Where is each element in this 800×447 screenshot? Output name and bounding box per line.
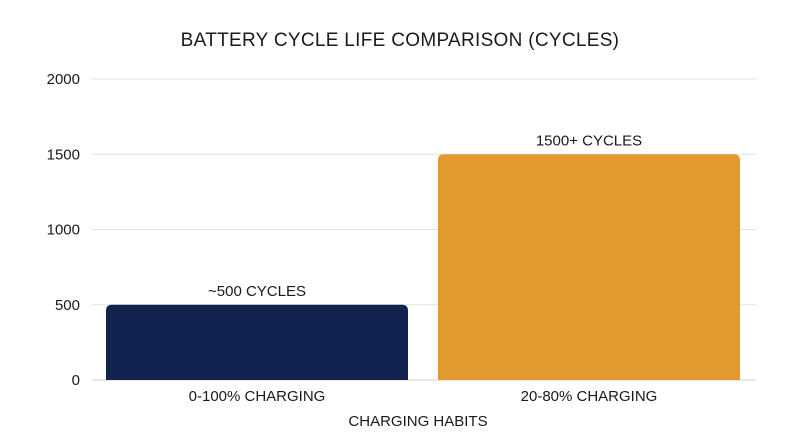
y-tick-label: 0 xyxy=(72,372,80,389)
y-tick-label: 1500 xyxy=(47,146,80,163)
bar-data-label: ~500 CYCLES xyxy=(208,283,306,300)
bars xyxy=(106,154,740,380)
y-tick-label: 2000 xyxy=(47,71,80,88)
y-axis: 0 500 1000 1500 2000 xyxy=(47,71,80,389)
bar-data-label: 1500+ CYCLES xyxy=(536,132,642,149)
x-axis-title: CHARGING HABITS xyxy=(348,413,487,430)
x-tick-label: 0-100% CHARGING xyxy=(189,388,326,405)
chart-title: BATTERY CYCLE LIFE COMPARISON (CYCLES) xyxy=(181,30,620,51)
bar-1 xyxy=(106,304,408,380)
bar-2 xyxy=(438,154,740,380)
data-labels: ~500 CYCLES 1500+ CYCLES xyxy=(208,132,642,300)
x-tick-label: 20-80% CHARGING xyxy=(521,388,658,405)
x-axis: 0-100% CHARGING 20-80% CHARGING xyxy=(189,388,658,405)
y-tick-label: 500 xyxy=(55,297,80,314)
y-tick-label: 1000 xyxy=(47,222,80,239)
